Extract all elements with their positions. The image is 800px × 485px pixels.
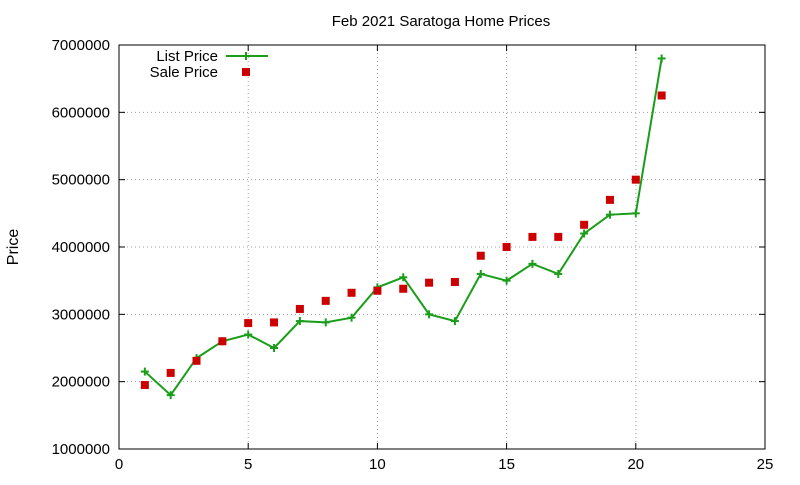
list-price-point xyxy=(347,313,356,322)
list-price-point xyxy=(166,391,175,400)
sale-price-point xyxy=(373,286,382,295)
x-tick-label: 5 xyxy=(244,456,252,473)
list-price-point xyxy=(295,317,304,326)
y-tick-label: 1000000 xyxy=(52,441,110,458)
sale-price-point xyxy=(450,278,459,287)
list-price-point xyxy=(140,367,149,376)
sale-price-point xyxy=(244,319,253,328)
series-1 xyxy=(140,91,666,390)
sale-price-point xyxy=(528,232,537,241)
sale-price-point xyxy=(270,318,279,327)
y-tick-label: 7000000 xyxy=(52,37,110,54)
list-price-point xyxy=(425,310,434,319)
list-price-point xyxy=(321,318,330,327)
list-price-point xyxy=(657,54,666,63)
x-tick-label: 10 xyxy=(369,456,386,473)
sale-price-point xyxy=(425,278,434,287)
grid-lines xyxy=(119,45,765,449)
sale-price-point xyxy=(657,91,666,100)
y-tick-label: 2000000 xyxy=(52,374,110,391)
y-tick-label: 3000000 xyxy=(52,306,110,323)
y-tick-label: 4000000 xyxy=(52,239,110,256)
data-series xyxy=(140,54,666,400)
sale-price-point xyxy=(631,175,640,184)
x-tick-label: 15 xyxy=(498,456,515,473)
x-tick-label: 20 xyxy=(627,456,644,473)
list-price-point xyxy=(580,229,589,238)
sale-price-point xyxy=(580,220,589,229)
list-price-point xyxy=(476,269,485,278)
sale-price-point xyxy=(605,195,614,204)
list-price-point xyxy=(631,209,640,218)
sale-price-point xyxy=(218,337,227,346)
list-price-point xyxy=(450,317,459,326)
x-tick-label: 0 xyxy=(115,456,123,473)
legend-marker xyxy=(242,52,250,60)
y-tick-label: 5000000 xyxy=(52,172,110,189)
series-0 xyxy=(140,54,666,400)
list-price-point xyxy=(502,276,511,285)
list-price-point xyxy=(399,273,408,282)
sale-price-point xyxy=(166,368,175,377)
list-price-point xyxy=(605,210,614,219)
list-price-point xyxy=(270,344,279,352)
sale-price-point xyxy=(554,232,563,241)
axis-ticks: 0 5 10 15 20 25 1000000 2000000 3000000 4000000 50… xyxy=(52,37,774,473)
sale-price-point xyxy=(347,288,356,297)
list-price-point xyxy=(528,259,537,268)
chart-title: Feb 2021 Saratoga Home Prices xyxy=(332,13,550,30)
legend-label: Sale Price xyxy=(150,64,218,81)
sale-price-point xyxy=(140,381,149,390)
list-price-point xyxy=(554,269,563,278)
sale-price-point xyxy=(502,243,511,251)
legend-marker xyxy=(242,68,250,76)
sale-price-point xyxy=(476,251,485,260)
list-price-point xyxy=(244,330,253,339)
sale-price-point xyxy=(321,296,330,305)
legend-label: List Price xyxy=(156,48,218,65)
sale-price-point xyxy=(192,356,201,365)
y-tick-label: 6000000 xyxy=(52,104,110,121)
y-axis-label: Price xyxy=(5,229,22,266)
sale-price-point xyxy=(295,304,304,313)
sale-price-point xyxy=(399,284,408,293)
x-tick-label: 25 xyxy=(757,456,774,473)
